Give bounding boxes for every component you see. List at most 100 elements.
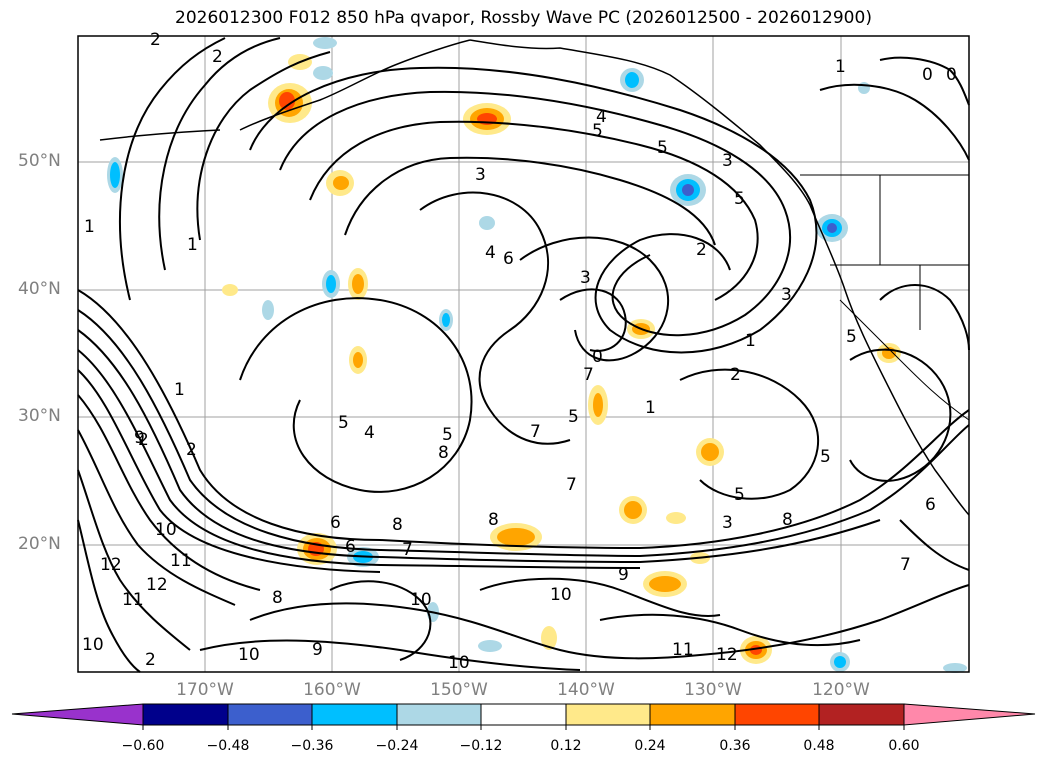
negative-anomaly-max bbox=[682, 184, 837, 233]
colorbar-label: 0.24 bbox=[634, 738, 666, 754]
contour-label: 5 bbox=[568, 407, 579, 427]
colorbar-label: 0.12 bbox=[550, 738, 582, 754]
colorbar-segment bbox=[142, 703, 229, 726]
contour-label: 2 bbox=[145, 650, 156, 670]
colorbar-segment bbox=[734, 703, 820, 726]
contour-label: 2 bbox=[212, 47, 223, 67]
contour-label: 10 bbox=[82, 635, 104, 655]
coastline bbox=[99, 39, 970, 516]
contour-label: 2 bbox=[696, 240, 707, 260]
contour-label: 5 bbox=[592, 121, 603, 141]
contour-label: 8 bbox=[438, 443, 449, 463]
lat-label-40n: 40°N bbox=[18, 279, 61, 299]
contour-label: 10 bbox=[448, 653, 470, 673]
contour-label: 11 bbox=[122, 590, 144, 610]
contour-label: 1 bbox=[835, 57, 846, 77]
contour-label: 10 bbox=[238, 645, 260, 665]
lat-label-30n: 30°N bbox=[18, 406, 61, 426]
contour-label: 2 bbox=[138, 430, 149, 450]
colorbar-label: −0.24 bbox=[375, 738, 419, 754]
contour-label: 4 bbox=[364, 423, 375, 443]
contour-label: 9 bbox=[312, 640, 323, 660]
contour-label: 12 bbox=[146, 575, 168, 595]
contour-label: 2 bbox=[186, 440, 197, 460]
colorbar-label: 0.48 bbox=[803, 738, 835, 754]
contour-label: 10 bbox=[410, 590, 432, 610]
contour-label: 1 bbox=[745, 331, 756, 351]
contour-label: 7 bbox=[402, 540, 413, 560]
graticule bbox=[78, 36, 969, 672]
contour-label: 10 bbox=[550, 585, 572, 605]
political-borders bbox=[800, 174, 970, 421]
contour-label: 1 bbox=[187, 235, 198, 255]
contour-label: 6 bbox=[330, 513, 341, 533]
contour-label: 8 bbox=[392, 515, 403, 535]
negative-anomaly bbox=[107, 37, 967, 673]
contour-label: 3 bbox=[580, 268, 591, 288]
contour-label: 5 bbox=[442, 425, 453, 445]
colorbar-segment bbox=[311, 703, 398, 726]
contour-label: 9 bbox=[134, 428, 145, 448]
contour-label: 0 bbox=[592, 347, 603, 367]
contour-label: 10 bbox=[155, 520, 177, 540]
contour-label: 1 bbox=[174, 380, 185, 400]
shaded-anomalies bbox=[107, 37, 967, 673]
colorbar-segment bbox=[396, 703, 482, 726]
map-frame bbox=[77, 35, 970, 673]
colorbar-segment bbox=[565, 703, 651, 726]
contour-label: 11 bbox=[672, 640, 694, 660]
contour-label: 8 bbox=[782, 510, 793, 530]
colorbar-label: 0.36 bbox=[719, 738, 751, 754]
colorbar-label: −0.12 bbox=[459, 738, 503, 754]
contour-label: 8 bbox=[272, 588, 283, 608]
contour-label: 9 bbox=[618, 565, 629, 585]
contours bbox=[77, 37, 970, 673]
colorbar-extend-high bbox=[903, 703, 1036, 726]
contour-label: 2 bbox=[150, 30, 161, 50]
contour-label-group: 2 2 1 1 0 0 4 5 5 3 5 3 1 2 3 4 6 3 5 1 … bbox=[82, 30, 957, 673]
lat-label-20n: 20°N bbox=[18, 534, 61, 554]
contour-label: 6 bbox=[345, 537, 356, 557]
positive-anomaly bbox=[222, 54, 901, 664]
contour-label: 5 bbox=[338, 413, 349, 433]
contour-label: 3 bbox=[722, 151, 733, 171]
contour-label: 12 bbox=[716, 645, 738, 665]
contour-label: 7 bbox=[530, 422, 541, 442]
contour-label: 3 bbox=[722, 513, 733, 533]
contour-label: 5 bbox=[846, 327, 857, 347]
lon-label-130w: 130°W bbox=[684, 680, 742, 700]
lon-label-150w: 150°W bbox=[430, 680, 488, 700]
colorbar-segment bbox=[480, 703, 567, 726]
colorbar-label: −0.36 bbox=[290, 738, 334, 754]
lon-label-160w: 160°W bbox=[303, 680, 361, 700]
contour-label: 5 bbox=[734, 189, 745, 209]
contour-label: 4 bbox=[485, 243, 496, 263]
contour-label: 3 bbox=[475, 165, 486, 185]
contour-label: 2 bbox=[730, 365, 741, 385]
lat-label-50n: 50°N bbox=[18, 151, 61, 171]
contour-label: 5 bbox=[734, 485, 745, 505]
lon-label-140w: 140°W bbox=[557, 680, 615, 700]
contour-label: 7 bbox=[900, 555, 911, 575]
contour-label: 6 bbox=[925, 495, 936, 515]
colorbar-segment bbox=[818, 703, 905, 726]
contour-label: 7 bbox=[583, 365, 594, 385]
colorbar-label: −0.60 bbox=[121, 738, 165, 754]
contour-label: 5 bbox=[657, 138, 668, 158]
contour-label: 3 bbox=[781, 285, 792, 305]
contour-label: 1 bbox=[84, 217, 95, 237]
contour-label: 7 bbox=[566, 475, 577, 495]
contour-label: 0 bbox=[946, 65, 957, 85]
colorbar-segment bbox=[649, 703, 736, 726]
contour-label: 1 bbox=[645, 398, 656, 418]
colorbar bbox=[11, 703, 1036, 730]
lon-label-170w: 170°W bbox=[176, 680, 234, 700]
contour-label: 0 bbox=[922, 65, 933, 85]
colorbar-label: 0.60 bbox=[888, 738, 920, 754]
map-title: 2026012300 F012 850 hPa qvapor, Rossby W… bbox=[175, 8, 872, 28]
contour-label: 5 bbox=[820, 447, 831, 467]
contour-label: 6 bbox=[503, 249, 514, 269]
contour-label: 12 bbox=[100, 555, 122, 575]
contour-label: 8 bbox=[488, 510, 499, 530]
